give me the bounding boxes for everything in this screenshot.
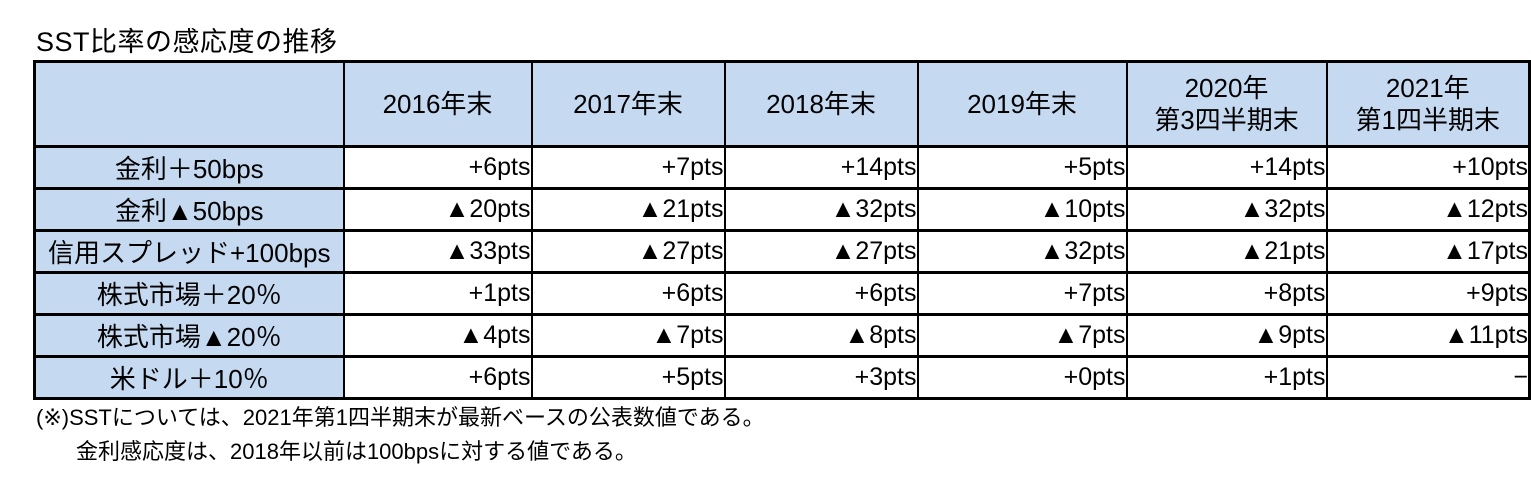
cell: +7pts [530, 145, 726, 190]
cell: +14pts [1125, 145, 1328, 190]
cell: +3pts [723, 355, 919, 400]
corner-cell [33, 60, 345, 148]
column-header-2020q3: 2020年 第3四半期末 [1125, 60, 1328, 148]
cell: +1pts [1125, 355, 1328, 400]
cell: ▲10pts [916, 187, 1128, 232]
row-label: 金利▲50bps [33, 187, 345, 232]
table-row-equity-up: 株式市場＋20％ +1pts +6pts +6pts +7pts +8pts +… [33, 271, 1531, 316]
row-label: 株式市場＋20％ [33, 271, 345, 316]
table-row-usd: 米ドル＋10％ +6pts +5pts +3pts +0pts +1pts − [33, 355, 1531, 400]
cell: +5pts [916, 145, 1128, 190]
cell: +1pts [342, 271, 533, 316]
cell: +0pts [916, 355, 1128, 400]
table-row-credit-spread: 信用スプレッド+100bps ▲33pts ▲27pts ▲27pts ▲32p… [33, 229, 1531, 274]
cell: ▲33pts [342, 229, 533, 274]
row-label: 信用スプレッド+100bps [33, 229, 345, 274]
cell: − [1325, 355, 1531, 400]
cell: +6pts [342, 355, 533, 400]
page-title: SST比率の感応度の推移 [36, 27, 338, 57]
column-header-2019: 2019年末 [916, 60, 1128, 148]
cell: ▲32pts [916, 229, 1128, 274]
cell: ▲7pts [916, 313, 1128, 358]
cell: ▲17pts [1325, 229, 1531, 274]
cell: +7pts [916, 271, 1128, 316]
column-header-2021q1: 2021年 第1四半期末 [1325, 60, 1531, 148]
footnote-1: (※)SSTについては、2021年第1四半期末が最新ベースの公表数値である。 [36, 405, 765, 430]
cell: ▲27pts [530, 229, 726, 274]
sst-sensitivity-table: 2016年末 2017年末 2018年末 2019年末 2020年 第3四半期末… [33, 60, 1531, 400]
row-label: 米ドル＋10％ [33, 355, 345, 400]
column-header-2018: 2018年末 [723, 60, 919, 148]
cell: ▲8pts [723, 313, 919, 358]
table-row-rate-up: 金利＋50bps +6pts +7pts +14pts +5pts +14pts… [33, 145, 1531, 190]
cell: ▲20pts [342, 187, 533, 232]
cell: +9pts [1325, 271, 1531, 316]
cell: +6pts [342, 145, 533, 190]
cell: ▲12pts [1325, 187, 1531, 232]
cell: +14pts [723, 145, 919, 190]
cell: +8pts [1125, 271, 1328, 316]
cell: ▲7pts [530, 313, 726, 358]
cell: +5pts [530, 355, 726, 400]
cell: ▲9pts [1125, 313, 1328, 358]
footnotes: (※)SSTについては、2021年第1四半期末が最新ベースの公表数値である。 金… [36, 401, 765, 469]
row-label: 金利＋50bps [33, 145, 345, 190]
cell: ▲4pts [342, 313, 533, 358]
cell: +6pts [723, 271, 919, 316]
table-row-rate-down: 金利▲50bps ▲20pts ▲21pts ▲32pts ▲10pts ▲32… [33, 187, 1531, 232]
column-header-2017: 2017年末 [530, 60, 726, 148]
cell: ▲11pts [1325, 313, 1531, 358]
cell: ▲32pts [723, 187, 919, 232]
cell: ▲21pts [530, 187, 726, 232]
cell: ▲27pts [723, 229, 919, 274]
cell: +6pts [530, 271, 726, 316]
table-row-equity-down: 株式市場▲20％ ▲4pts ▲7pts ▲8pts ▲7pts ▲9pts ▲… [33, 313, 1531, 358]
cell: ▲21pts [1125, 229, 1328, 274]
column-header-2016: 2016年末 [342, 60, 533, 148]
footnote-2: 金利感応度は、2018年以前は100bpsに対する値である。 [76, 439, 637, 464]
cell: ▲32pts [1125, 187, 1328, 232]
row-label: 株式市場▲20％ [33, 313, 345, 358]
cell: +10pts [1325, 145, 1531, 190]
table-header-row: 2016年末 2017年末 2018年末 2019年末 2020年 第3四半期末… [33, 60, 1531, 148]
